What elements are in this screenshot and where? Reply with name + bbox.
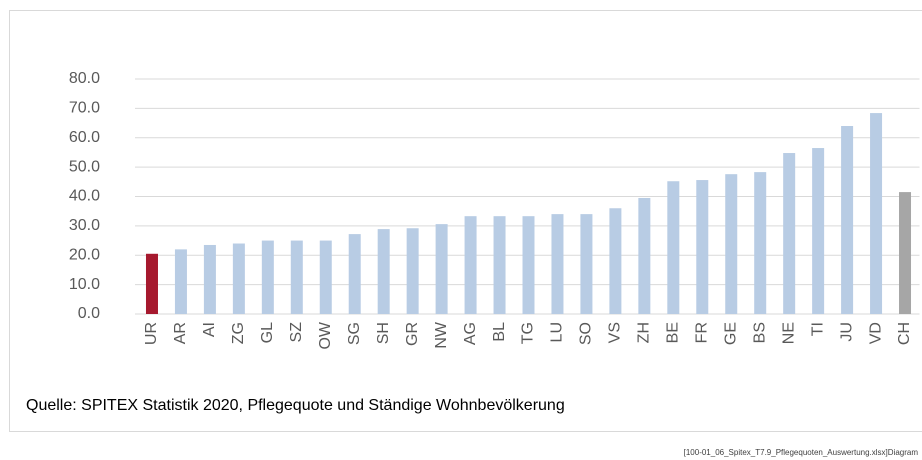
bar (783, 153, 796, 314)
x-tick-label: AR (172, 322, 189, 344)
x-tick-label: ZG (230, 322, 247, 344)
x-tick-label: FR (693, 322, 710, 343)
x-tick-label: VS (607, 322, 624, 343)
bar (464, 216, 477, 314)
bar (232, 243, 245, 314)
x-tick-label: LU (549, 322, 566, 342)
x-tick-label: AI (201, 322, 218, 337)
x-tick-label: CH (896, 322, 913, 345)
y-tick-label: 30.0 (69, 217, 100, 234)
bar (319, 240, 332, 314)
y-tick-label: 20.0 (69, 246, 100, 263)
x-tick-label: UR (143, 322, 160, 345)
x-tick-label: ZH (636, 322, 653, 343)
x-tick-label: BS (751, 322, 768, 343)
y-tick-label: 50.0 (69, 158, 100, 175)
y-tick-label: 40.0 (69, 188, 100, 205)
bar (667, 181, 680, 314)
x-tick-label: GL (259, 322, 276, 343)
bar (609, 208, 622, 314)
x-tick-label: NW (433, 321, 450, 349)
x-tick-label: SO (578, 322, 595, 345)
bar (551, 214, 564, 314)
bar (377, 229, 390, 314)
bar (406, 228, 419, 314)
bar (435, 224, 448, 314)
bar (522, 216, 535, 314)
bar (493, 216, 506, 314)
x-tick-label: BE (665, 322, 682, 343)
bar (696, 180, 709, 314)
y-tick-label: 80.0 (69, 70, 100, 87)
x-tick-label: SG (346, 322, 363, 345)
y-tick-label: 10.0 (69, 276, 100, 293)
bar (841, 126, 854, 314)
bar (174, 249, 187, 314)
x-tick-label: GR (404, 322, 421, 346)
y-tick-label: 0.0 (78, 305, 100, 322)
bar (754, 172, 767, 314)
x-tick-label: NE (780, 322, 797, 344)
bar (580, 214, 593, 314)
bar (261, 240, 274, 314)
x-tick-label: AG (462, 322, 479, 345)
bar (870, 113, 883, 314)
x-tick-label: SZ (288, 322, 305, 343)
bar (348, 234, 361, 314)
x-tick-label: JU (838, 322, 855, 342)
x-tick-label: GE (722, 322, 739, 345)
x-tick-label: VD (867, 322, 884, 344)
bar (899, 192, 912, 314)
x-tick-label: BL (491, 322, 508, 342)
x-tick-label: OW (317, 321, 334, 349)
x-tick-label: SH (375, 322, 392, 344)
x-tick-label: TG (520, 322, 537, 344)
bar (812, 148, 825, 314)
source-note: Quelle: SPITEX Statistik 2020, Pflegequo… (26, 397, 565, 414)
bar (145, 253, 158, 314)
y-tick-label: 60.0 (69, 129, 100, 146)
bar (725, 174, 738, 314)
bar (638, 197, 651, 314)
y-tick-label: 70.0 (69, 100, 100, 117)
x-tick-label: TI (809, 322, 826, 336)
footer: [100-01_06_Spitex_T7.9_Pflegequoten_Ausw… (684, 448, 919, 457)
bar (290, 240, 303, 314)
bar (203, 244, 216, 314)
